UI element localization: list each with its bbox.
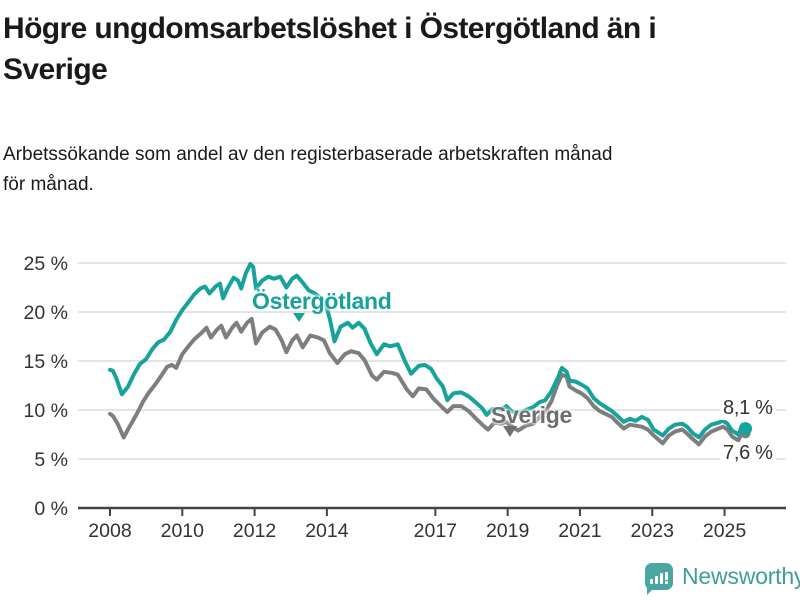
x-tick-label: 2025 [703, 520, 747, 542]
series-line-sverige [108, 316, 748, 447]
y-tick-label: 5 % [34, 449, 68, 471]
title-line-2: Sverige [3, 53, 108, 86]
x-tick-label: 2014 [305, 520, 349, 542]
y-tick-label: 20 % [24, 302, 68, 324]
logo-bar-2 [655, 576, 658, 584]
x-tick-label: 2021 [558, 520, 601, 542]
newsworthy-logo-icon [645, 563, 673, 595]
x-tick-label: 2023 [631, 520, 674, 542]
newsworthy-logo[interactable]: Newsworthy [645, 563, 800, 595]
y-tick-label: 0 % [34, 498, 68, 520]
chart-subtitle: Arbetssökande som andel av den registerb… [3, 140, 797, 200]
end-dot-östergötland [739, 422, 753, 436]
x-tick-label: 2008 [88, 520, 131, 542]
x-tick-label: 2010 [161, 520, 205, 542]
sverige-caret-icon [503, 426, 517, 437]
newsworthy-wordmark: Newsworthy [682, 563, 800, 589]
subtitle-line-1: Arbetssökande som andel av den registerb… [3, 144, 613, 165]
logo-bar-3 [660, 573, 663, 584]
y-tick-label: 15 % [24, 351, 68, 373]
series-line-östergötland [108, 262, 748, 440]
logo-exclamation-icon [665, 571, 668, 584]
x-tick-label: 2017 [414, 520, 457, 542]
ostergotland-caret-icon [293, 313, 305, 322]
y-tick-label: 25 % [24, 253, 68, 275]
series-label-sverige: Sverige [491, 402, 573, 428]
series-label-ostergotland: Östergötland [252, 288, 392, 314]
x-tick-label: 2019 [486, 520, 529, 542]
y-tick-label: 10 % [24, 400, 68, 422]
subtitle-line-2: för månad. [3, 174, 94, 195]
logo-bar-1 [650, 579, 653, 584]
end-value-label-ostergotland: 8,1 % [720, 397, 776, 420]
end-value-label-sverige: 7,6 % [720, 442, 776, 465]
page-title: Högre ungdomsarbetslöshet i Östergötland… [3, 8, 797, 90]
logo-bubble-tail [647, 586, 656, 595]
x-tick-label: 2012 [233, 520, 276, 542]
title-line-1: Högre ungdomsarbetslöshet i Östergötland… [3, 12, 657, 45]
